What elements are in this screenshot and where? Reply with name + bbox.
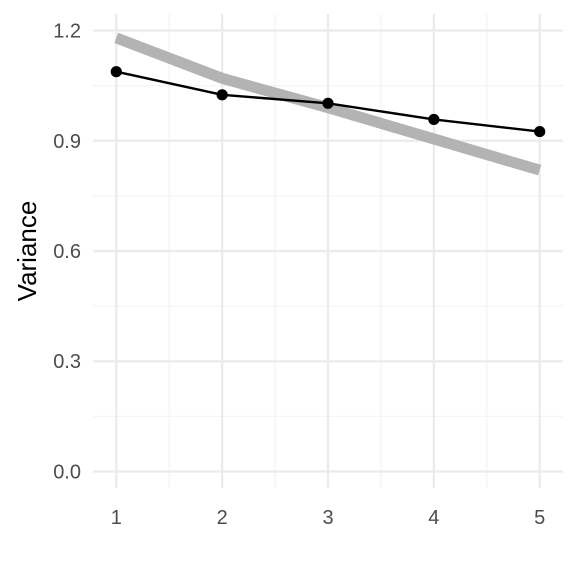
y-tick-label: 0.3 (53, 351, 81, 373)
y-tick-labels: 0.0 0.3 0.6 0.9 1.2 (53, 21, 81, 484)
y-tick-label: 0.6 (53, 241, 81, 263)
x-tick-label: 5 (534, 507, 545, 529)
x-tick-label: 2 (217, 507, 228, 529)
x-tick-labels: 1 2 3 4 5 (111, 507, 546, 529)
data-point (428, 113, 440, 126)
y-axis-title: Variance (12, 201, 42, 302)
x-tick-label: 4 (428, 507, 439, 529)
data-point (110, 66, 122, 78)
series-layer (110, 32, 546, 176)
data-point (534, 125, 546, 138)
data-point (322, 97, 334, 109)
data-point (216, 89, 228, 101)
major-grid (93, 14, 563, 488)
x-tick-label: 1 (111, 507, 122, 529)
x-tick-label: 3 (322, 507, 333, 529)
y-tick-label: 1.2 (53, 21, 81, 43)
y-tick-label: 0.9 (53, 131, 81, 153)
y-tick-label: 0.0 (53, 461, 81, 483)
